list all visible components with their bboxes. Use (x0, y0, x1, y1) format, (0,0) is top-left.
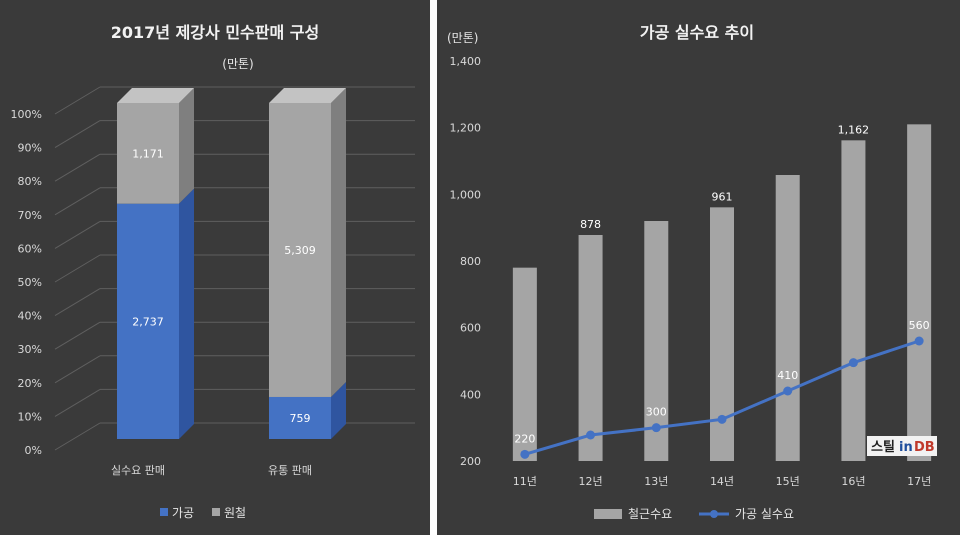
logo-text-a: 스틸 (871, 440, 895, 455)
y-tick-label: 1,200 (450, 122, 482, 135)
bar-segment (117, 103, 179, 204)
line-point (586, 430, 596, 440)
category-label: 16년 (841, 475, 865, 488)
data-label: 5,309 (284, 244, 316, 257)
composition-chart: 2017년 제강사 민수판매 구성 (만톤) 2,737 1,171 759 5,30… (0, 0, 430, 535)
y-tick-label: 100% (11, 108, 42, 121)
line-data-label: 410 (777, 369, 798, 382)
line-point (783, 386, 793, 396)
y-tick-label: 1,000 (450, 188, 482, 201)
category-label: 14년 (710, 475, 734, 488)
line-data-label: 220 (514, 432, 535, 445)
gridline-slant (54, 120, 101, 149)
left-chart-unit: (만톤) (222, 57, 253, 71)
bar-side (331, 381, 346, 439)
y-tick-label: 400 (460, 388, 481, 401)
bar-segment (269, 396, 331, 439)
y-tick-label: 40% (18, 310, 42, 323)
gridline-slant (54, 187, 101, 216)
category-label: 15년 (776, 475, 800, 488)
category-label: 17년 (907, 475, 931, 488)
data-label: 2,737 (132, 315, 164, 328)
line-data-label: 560 (909, 319, 930, 332)
bar-top (269, 88, 346, 103)
line-data-label: 300 (646, 406, 667, 419)
legend-swatch-bar (594, 509, 622, 519)
gridline-slant (54, 254, 101, 283)
line-point (651, 423, 661, 433)
bar-data-label: 1,162 (838, 123, 870, 136)
data-label: 759 (290, 412, 311, 425)
category-label: 실수요 판매 (111, 464, 165, 477)
legend-label-bar: 철근수요 (628, 507, 672, 521)
legend-swatch (160, 508, 168, 516)
legend-label-line: 가공 실수요 (735, 507, 794, 521)
left-chart-background (0, 0, 430, 535)
trend-chart: 가공 실수요 추이 (만톤) 200 400 600 800 1,000 1,200 1,4… (437, 0, 960, 535)
y-tick-label: 600 (460, 322, 481, 335)
bar (907, 124, 932, 461)
category-label: 유통 판매 (268, 464, 312, 477)
y-tick-label: 30% (18, 343, 42, 356)
bar-side (179, 88, 194, 204)
y-tick-label: 200 (460, 455, 481, 468)
y-tick-label: 10% (18, 410, 42, 423)
bar (775, 175, 800, 461)
gridline-slant (54, 288, 101, 317)
bar-data-label: 961 (712, 190, 733, 203)
line-point (848, 358, 858, 368)
right-chart-unit: (만톤) (447, 31, 478, 45)
bar-data-label: 878 (580, 218, 601, 231)
category-label: 13년 (644, 475, 668, 488)
gridline-slant (54, 220, 101, 249)
logo-text-b: in (899, 440, 913, 455)
steelindb-logo: 스틸 in DB (867, 436, 937, 456)
bar (644, 221, 669, 461)
gridline-slant (54, 86, 101, 115)
line-point (520, 449, 530, 459)
data-label: 1,171 (132, 147, 164, 160)
gridline-slant (54, 422, 101, 451)
y-tick-label: 800 (460, 255, 481, 268)
bar-side (179, 188, 194, 439)
legend-swatch (212, 508, 220, 516)
y-tick-label: 70% (18, 209, 42, 222)
gridline-slant (54, 388, 101, 417)
y-tick-label: 60% (18, 242, 42, 255)
y-tick-label: 50% (18, 276, 42, 289)
gridline-slant (54, 153, 101, 182)
bar (841, 140, 866, 462)
bar-segment (117, 203, 179, 439)
legend-label: 원철 (224, 506, 246, 520)
logo-text-c: DB (914, 440, 935, 455)
legend-label: 가공 (172, 506, 194, 520)
y-tick-label: 1,400 (450, 55, 482, 68)
line-point (717, 414, 727, 424)
y-tick-label: 0% (25, 444, 42, 457)
right-chart-title: 가공 실수요 추이 (640, 23, 754, 42)
left-chart-title: 2017년 제강사 민수판매 구성 (111, 23, 319, 42)
right-chart-panel: 가공 실수요 추이 (만톤) 200 400 600 800 1,000 1,200 1,4… (437, 0, 960, 535)
y-tick-label: 90% (18, 142, 42, 155)
line-point (914, 336, 924, 346)
category-label: 11년 (513, 475, 537, 488)
bar (578, 235, 603, 461)
gridline-slant (54, 355, 101, 384)
legend-swatch-marker (710, 510, 718, 518)
y-tick-label: 20% (18, 377, 42, 390)
bar-side (331, 88, 346, 397)
bar-top (117, 88, 194, 103)
left-chart-panel: 2017년 제강사 민수판매 구성 (만톤) 2,737 1,171 759 5,30… (0, 0, 430, 535)
category-label: 12년 (579, 475, 603, 488)
gridline-slant (54, 321, 101, 350)
y-tick-label: 80% (18, 175, 42, 188)
logo-background (867, 436, 937, 456)
bar-segment (269, 103, 331, 397)
bar (512, 267, 537, 461)
